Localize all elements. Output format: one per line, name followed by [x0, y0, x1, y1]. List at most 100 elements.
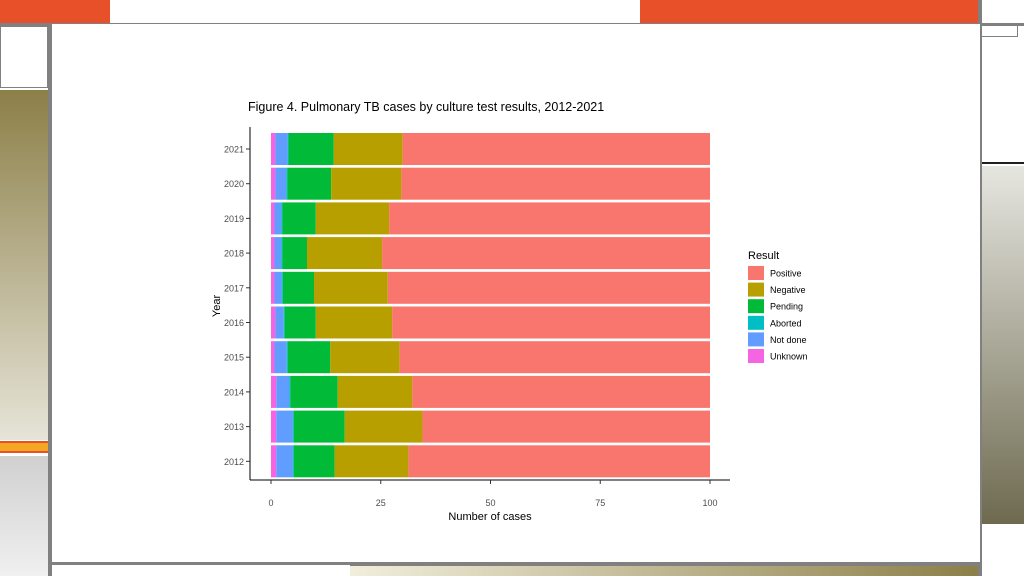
plot-area: 2021 2020 2019 2018 2017 2016 2015 2014 2013 2012…	[224, 127, 730, 508]
bar-segment-2014-negative	[337, 375, 413, 408]
bar-segment-2013-pending	[293, 410, 345, 443]
bar-segment-2017-aborted	[281, 271, 283, 304]
bar-segment-2012-negative	[334, 445, 409, 478]
bar-segment-2018-negative	[307, 237, 383, 270]
bar-segment-2018-unknown	[271, 237, 275, 270]
bar-segment-2012-not-done	[276, 445, 293, 478]
bar-segment-2015-negative	[330, 341, 400, 374]
bar-segment-2021-unknown	[271, 133, 276, 165]
bar-segment-2019-pending	[282, 202, 316, 235]
y-axis-label: Year	[211, 295, 223, 318]
bar-segment-2017-positive	[387, 271, 710, 304]
bar-segment-2014-aborted	[289, 375, 291, 408]
y-tick-label: 2021	[224, 145, 244, 155]
bar-segment-2016-not-done	[275, 306, 284, 339]
y-tick-label: 2012	[224, 457, 244, 467]
bar-segment-2019-positive	[389, 202, 710, 235]
legend: Positive Negative Pending Aborted Not done Un…	[748, 266, 808, 363]
x-tick-label: 25	[376, 498, 386, 508]
bar-segment-2016-pending	[284, 306, 316, 339]
left-bottom-gradient	[0, 456, 48, 576]
bar-segment-2013-unknown	[271, 410, 277, 443]
legend-swatch-unknown	[748, 349, 764, 363]
bar-segment-2016-negative	[315, 306, 393, 339]
bar-segment-2013-positive	[422, 410, 710, 443]
bar-segment-2021-pending	[288, 133, 334, 165]
x-tick-label: 50	[485, 498, 495, 508]
legend-label-negative: Negative	[770, 285, 806, 295]
bar-segment-2015-positive	[399, 341, 710, 374]
legend-label-not-done: Not done	[770, 335, 807, 345]
bar-segment-2014-pending	[290, 375, 338, 408]
bar-segment-2013-aborted	[292, 410, 294, 443]
bar-segment-2019-negative	[315, 202, 390, 235]
legend-label-unknown: Unknown	[770, 352, 808, 362]
x-tick-label: 0	[268, 498, 273, 508]
legend-swatch-positive	[748, 266, 764, 280]
legend-label-aborted: Aborted	[770, 318, 802, 328]
bar-segment-2015-aborted	[286, 341, 288, 374]
y-tick-label: 2016	[224, 318, 244, 328]
y-tick-label: 2020	[224, 179, 244, 189]
bar-segment-2012-aborted	[292, 445, 294, 478]
legend-label-pending: Pending	[770, 302, 803, 312]
legend-label-positive: Positive	[770, 269, 802, 279]
top-orange-bar-left	[0, 0, 110, 24]
left-olive-gradient	[0, 90, 48, 440]
bar-segment-2014-positive	[412, 375, 710, 408]
bar-segment-2014-not-done	[276, 375, 290, 408]
bar-segment-2017-unknown	[271, 271, 275, 304]
bar-segment-2013-negative	[344, 410, 423, 443]
legend-swatch-negative	[748, 282, 764, 297]
legend-swatch-aborted	[748, 315, 764, 330]
bar-segment-2012-positive	[408, 445, 710, 478]
legend-swatch-not-done	[748, 332, 764, 347]
bar-segment-2021-aborted	[287, 133, 289, 165]
left-column-box	[0, 26, 48, 88]
bar-segment-2020-not-done	[275, 167, 287, 200]
bar-segment-2019-unknown	[271, 202, 275, 235]
bar-segment-2016-positive	[392, 306, 710, 339]
bar-segment-2020-positive	[401, 167, 710, 200]
bar-segment-2021-negative	[333, 133, 403, 165]
y-tick-label: 2019	[224, 214, 244, 224]
y-tick-label: 2017	[224, 283, 244, 293]
top-orange-bar-right	[640, 0, 978, 24]
right-top-box	[982, 26, 1024, 164]
right-vertical-rule	[978, 0, 982, 576]
bar-segment-2020-pending	[287, 167, 332, 200]
bar-segment-2015-not-done	[274, 341, 287, 374]
x-axis-label: Number of cases	[448, 511, 532, 523]
x-tick-label: 75	[595, 498, 605, 508]
bar-segment-2021-positive	[402, 133, 710, 165]
bar-segment-2017-not-done	[274, 271, 282, 304]
bottom-gradient-bar	[350, 565, 978, 576]
left-orange-stripe	[0, 441, 48, 453]
bar-segment-2017-pending	[282, 271, 315, 304]
bar-segment-2017-negative	[314, 271, 388, 304]
bar-segment-2012-unknown	[271, 445, 277, 478]
bar-segment-2020-negative	[331, 167, 402, 200]
bar-segment-2015-unknown	[271, 341, 275, 374]
bar-segment-2018-positive	[382, 237, 710, 270]
legend-title: Result	[748, 250, 779, 262]
x-tick-label: 100	[702, 498, 717, 508]
bar-segment-2020-unknown	[271, 167, 276, 200]
legend-swatch-pending	[748, 299, 764, 314]
bar-segment-2018-not-done	[274, 237, 282, 270]
y-tick-label: 2014	[224, 387, 244, 397]
bar-segment-2018-pending	[282, 237, 307, 270]
bar-segment-2016-unknown	[271, 306, 276, 339]
bar-segment-2013-not-done	[276, 410, 293, 443]
bottom-gray-rule	[52, 561, 978, 565]
bar-segment-2019-aborted	[281, 202, 283, 235]
bar-segment-2021-not-done	[275, 133, 288, 165]
bar-segment-2019-not-done	[274, 202, 282, 235]
y-tick-label: 2015	[224, 353, 244, 363]
y-tick-label: 2018	[224, 249, 244, 259]
y-tick-label: 2013	[224, 422, 244, 432]
bar-segment-2015-pending	[287, 341, 331, 374]
bar-segment-2016-aborted	[283, 306, 285, 339]
left-vertical-rule	[48, 24, 52, 576]
bar-segment-2014-unknown	[271, 375, 277, 408]
